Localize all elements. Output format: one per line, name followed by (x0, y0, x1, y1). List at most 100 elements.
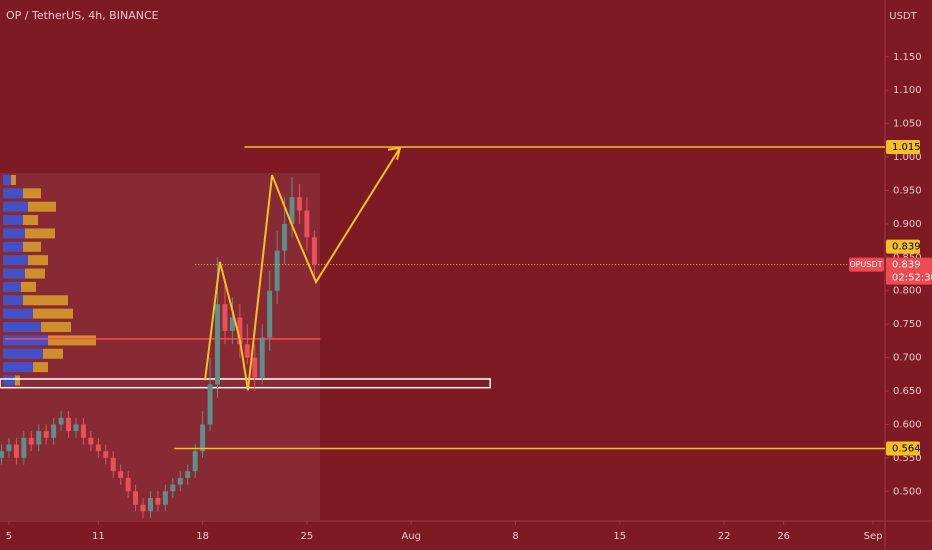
last-price-tag (886, 257, 932, 285)
countdown-label: 02:52:30 (892, 273, 932, 284)
profile-sell (23, 188, 41, 199)
candle-body (13, 444, 19, 458)
profile-sell (41, 322, 71, 333)
profile-sell (21, 281, 36, 292)
profile-sell (23, 241, 41, 252)
profile-sell (23, 295, 68, 306)
profile-buy (3, 295, 23, 306)
candle-body (267, 290, 273, 338)
price-tag (886, 239, 920, 254)
candle-body (21, 437, 27, 458)
candle-body (162, 491, 168, 505)
x-tick-label: 18 (196, 531, 209, 542)
candle-body (311, 237, 317, 265)
profile-buy (3, 201, 28, 212)
y-tick-label: 0.900 (893, 219, 922, 230)
candle-body (66, 417, 72, 432)
price-tag (886, 441, 920, 456)
x-tick-label: Sep (864, 531, 883, 542)
last-price-label: 0.839 (892, 260, 921, 271)
candle-body (133, 491, 139, 505)
chart-title: OP / TetherUS, 4h, BINANCE (6, 9, 159, 22)
profile-buy (3, 375, 15, 386)
axis-unit: USDT (889, 11, 917, 22)
candle-body (289, 197, 295, 224)
profile-buy (3, 255, 28, 266)
candle-body (88, 437, 94, 445)
symbol-tag-label: OPUSDT (849, 260, 882, 269)
profile-buy (3, 215, 23, 226)
y-tick-label: 1.000 (893, 152, 922, 163)
profile-sell (43, 348, 63, 359)
profile-sell (28, 255, 48, 266)
candle-body (125, 477, 131, 492)
profile-buy (3, 281, 21, 292)
profile-buy (3, 268, 25, 279)
candle-body (73, 424, 79, 432)
candle-body (185, 471, 191, 478)
candle-body (0, 451, 4, 458)
candle-body (118, 471, 124, 478)
x-tick-label: 15 (613, 531, 626, 542)
x-tick-label: 22 (718, 531, 731, 542)
candle-body (110, 457, 116, 472)
candle-body (244, 344, 250, 358)
pattern-line (204, 147, 401, 391)
profile-sell (25, 228, 55, 239)
candle-body (95, 444, 101, 452)
profile-buy (3, 308, 33, 319)
symbol-tag (849, 257, 884, 272)
x-tick-label: 26 (777, 531, 790, 542)
candle-body (229, 317, 235, 331)
candle-body (200, 424, 206, 452)
candle-body (177, 477, 183, 485)
candle-body (170, 484, 176, 492)
x-tick-label: 5 (6, 531, 12, 542)
profile-buy (3, 322, 41, 333)
profile-sell (11, 174, 16, 185)
y-tick-label: 0.750 (893, 319, 922, 330)
candle-body (296, 197, 302, 211)
candle-body (155, 497, 161, 505)
candle-body (282, 223, 288, 251)
x-tick-label: Aug (401, 531, 421, 542)
profile-sell (33, 362, 48, 373)
candle-body (43, 431, 49, 438)
candle-body (140, 504, 146, 512)
y-tick-label: 0.800 (893, 286, 922, 297)
profile-buy (3, 335, 48, 346)
y-tick-label: 0.650 (893, 386, 922, 397)
y-tick-label: 1.150 (893, 52, 922, 63)
candle-body (304, 210, 310, 238)
y-tick-label: 1.100 (893, 85, 922, 96)
profile-buy (3, 362, 33, 373)
profile-sell (15, 375, 20, 386)
zone (0, 378, 491, 389)
x-tick-label: 8 (512, 531, 518, 542)
candle-body (36, 431, 42, 445)
profile-buy (3, 228, 25, 239)
candle-body (237, 317, 243, 345)
candle-body (103, 451, 109, 458)
candle-body (222, 304, 228, 331)
y-tick-label: 0.600 (893, 419, 922, 430)
y-tick-label: 0.550 (893, 453, 922, 464)
profile-sell (48, 335, 96, 346)
profile-sell (23, 215, 38, 226)
profile-sell (28, 201, 56, 212)
candle-body (207, 384, 213, 425)
profile-sell (25, 268, 45, 279)
y-tick-label: 1.050 (893, 119, 922, 130)
candle-body (252, 357, 258, 378)
candle-body (215, 304, 221, 385)
profile-buy (3, 174, 11, 185)
candle-body (28, 437, 34, 445)
candle-body (274, 250, 280, 291)
candle-body (6, 444, 12, 452)
price-tag-label: 1.015 (892, 142, 921, 153)
candle-body (58, 417, 64, 425)
candle-body (147, 497, 153, 512)
x-tick-label: 25 (301, 531, 314, 542)
